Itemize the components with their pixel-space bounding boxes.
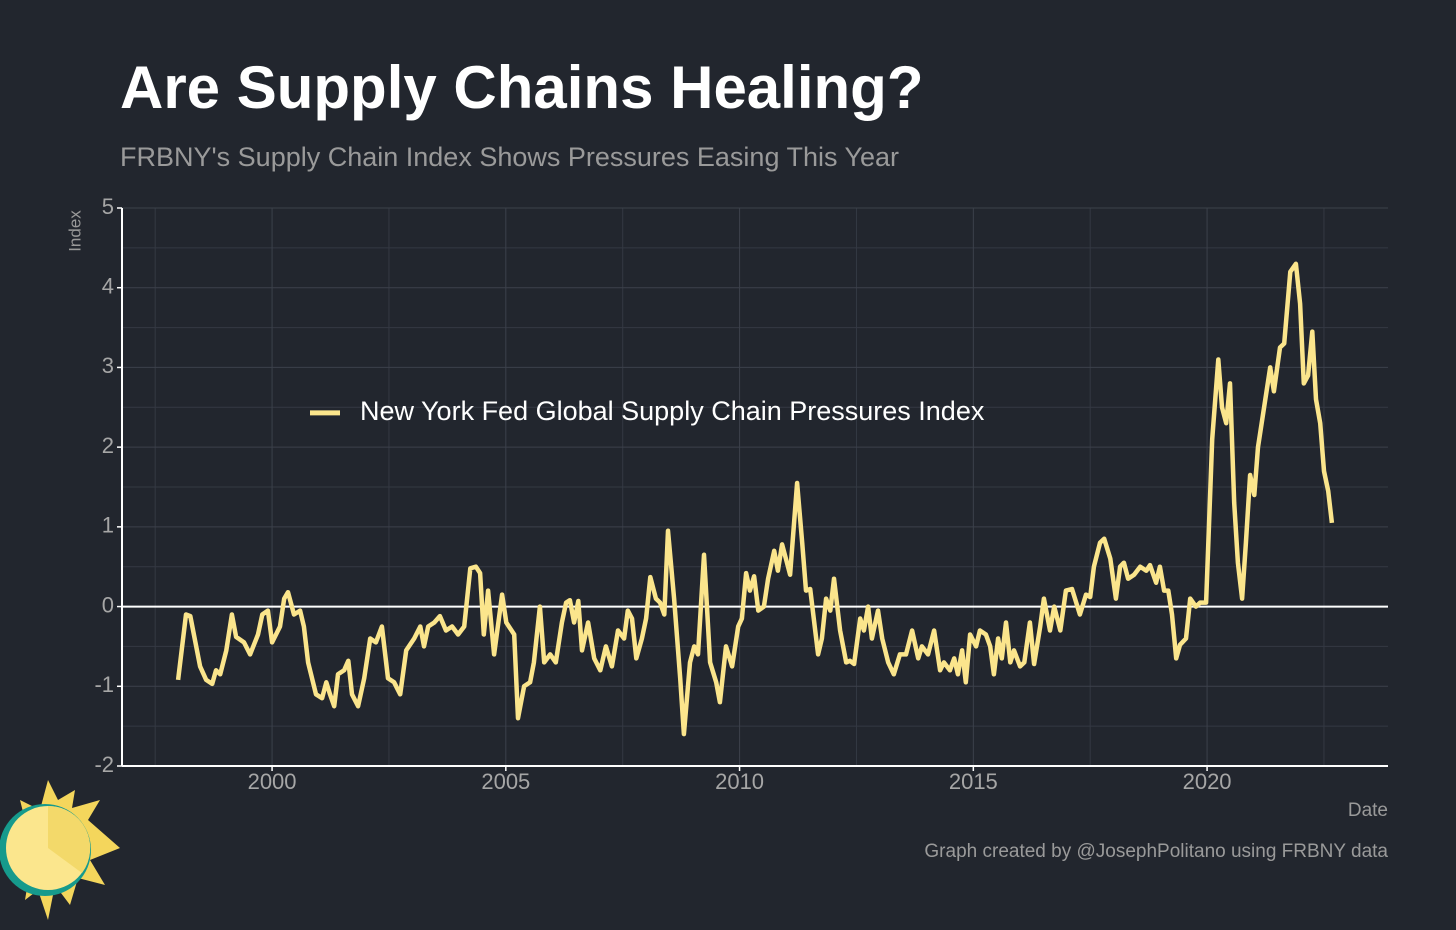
y-tick-label: -2: [94, 752, 114, 777]
caption: Graph created by @JosephPolitano using F…: [924, 841, 1388, 862]
data-line: [175, 261, 1335, 737]
y-tick-label: 5: [102, 194, 114, 219]
plot-area: -2 -1 0 1 2 3 4 5 2000 2005 2010 2015 2020 New York F…: [94, 194, 1388, 794]
y-tick-label: 0: [102, 592, 114, 617]
x-tick-label: 2020: [1183, 769, 1232, 794]
logo-shade: [48, 805, 91, 873]
chart-subtitle: FRBNY's Supply Chain Index Shows Pressur…: [120, 142, 899, 172]
x-tick-label: 2010: [715, 769, 764, 794]
chart-title: Are Supply Chains Healing?: [120, 54, 923, 121]
y-tick-label: 4: [102, 274, 114, 299]
y-tick-label: 1: [102, 513, 114, 538]
legend-label: New York Fed Global Supply Chain Pressur…: [360, 396, 985, 426]
y-tick-label: 3: [102, 353, 114, 378]
x-axis-label: Date: [1348, 800, 1388, 821]
y-tick-label: -1: [94, 672, 114, 697]
x-tick-label: 2015: [949, 769, 998, 794]
y-tick-label: 2: [102, 433, 114, 458]
y-axis-label: Index: [65, 210, 84, 252]
x-tick-label: 2005: [481, 769, 530, 794]
logo: [0, 780, 120, 920]
x-tick-label: 2000: [248, 769, 297, 794]
